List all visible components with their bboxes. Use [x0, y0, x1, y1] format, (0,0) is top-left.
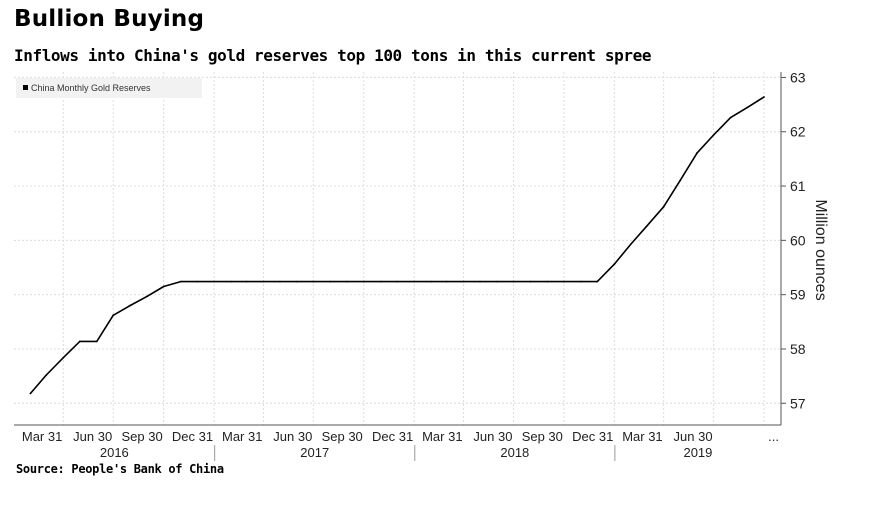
data-point	[146, 295, 149, 298]
x-tick-label: Sep 30	[121, 429, 162, 444]
data-point	[396, 280, 399, 283]
data-point	[312, 280, 315, 283]
data-point	[462, 280, 465, 283]
data-point	[45, 374, 48, 376]
data-point	[245, 280, 248, 283]
y-tick-label: 60	[790, 232, 806, 248]
y-tick-label: 59	[790, 287, 806, 303]
y-tick-label: 57	[790, 395, 806, 411]
data-point	[430, 280, 433, 283]
data-point	[696, 152, 698, 154]
grid-lines	[14, 72, 781, 425]
data-point	[162, 285, 165, 288]
data-point	[78, 340, 81, 343]
data-point	[563, 280, 565, 283]
data-point	[645, 225, 648, 228]
data-point	[129, 304, 132, 307]
data-point	[379, 280, 382, 283]
year-labels: 2016 2017 2018 2019	[100, 445, 712, 461]
x-tick-label: ...	[768, 429, 779, 444]
y-tick-label: 62	[790, 124, 806, 140]
x-tick-label: Dec 31	[172, 429, 213, 444]
legend-box	[16, 78, 202, 98]
x-tick-label: Jun 30	[273, 429, 312, 444]
data-point	[479, 280, 481, 283]
data-point	[746, 106, 749, 109]
x-axis-ticks: Mar 31 Jun 30 Sep 30 Dec 31 Mar 31 Jun 30 Sep …	[22, 429, 779, 444]
data-point	[29, 392, 32, 395]
data-point	[112, 314, 115, 317]
data-point	[630, 242, 633, 245]
data-point	[230, 280, 233, 283]
series-line	[29, 96, 765, 395]
source-note: Source: People's Bank of China	[16, 462, 224, 476]
data-point	[496, 280, 498, 283]
data-point	[679, 179, 681, 182]
data-point	[213, 280, 216, 283]
x-tick-label: Jun 30	[674, 429, 713, 444]
data-point	[362, 280, 365, 283]
y-axis-label: Million ounces	[812, 199, 829, 300]
x-tick-label: Mar 31	[622, 429, 662, 444]
data-point	[445, 280, 448, 283]
x-tick-label: Jun 30	[73, 429, 112, 444]
data-point	[512, 280, 515, 283]
data-point	[62, 356, 65, 359]
data-point	[546, 280, 549, 283]
x-tick-label: Dec 31	[372, 429, 413, 444]
data-point	[262, 280, 265, 283]
axes	[14, 72, 782, 426]
y-tick-label: 61	[790, 178, 806, 194]
x-tick-label: Dec 31	[572, 429, 613, 444]
data-point	[580, 280, 582, 283]
year-label: 2016	[100, 445, 129, 460]
x-tick-label: Jun 30	[473, 429, 512, 444]
x-tick-label: Mar 31	[222, 429, 262, 444]
data-point	[329, 280, 332, 283]
legend-label: China Monthly Gold Reserves	[31, 83, 151, 93]
chart-title: Bullion Buying	[14, 6, 205, 32]
x-tick-label: Mar 31	[22, 429, 62, 444]
data-point	[729, 116, 732, 119]
data-point	[613, 263, 616, 266]
data-point	[346, 280, 349, 283]
data-point	[179, 280, 182, 283]
data-point	[196, 280, 199, 283]
data-point	[95, 340, 98, 343]
year-label: 2017	[300, 445, 329, 460]
chart-subtitle: Inflows into China's gold reserves top 1…	[14, 46, 652, 65]
series-lines	[29, 96, 765, 395]
y-axis-ticks: 57 58 59 60 61 62 63	[781, 69, 806, 411]
data-point	[712, 134, 715, 136]
y-tick-label: 58	[790, 341, 806, 357]
legend: China Monthly Gold Reserves	[16, 78, 202, 98]
data-point	[279, 280, 281, 283]
data-point	[763, 96, 765, 98]
year-label: 2018	[500, 445, 529, 460]
data-point	[662, 205, 665, 208]
data-point	[529, 280, 532, 283]
x-tick-label: Sep 30	[522, 429, 563, 444]
x-tick-label: Sep 30	[322, 429, 363, 444]
year-label: 2019	[683, 445, 712, 460]
data-point	[596, 280, 599, 283]
data-point	[296, 280, 298, 283]
legend-swatch	[23, 85, 28, 90]
x-tick-label: Mar 31	[422, 429, 462, 444]
y-tick-label: 63	[790, 69, 806, 85]
data-point	[413, 280, 416, 283]
